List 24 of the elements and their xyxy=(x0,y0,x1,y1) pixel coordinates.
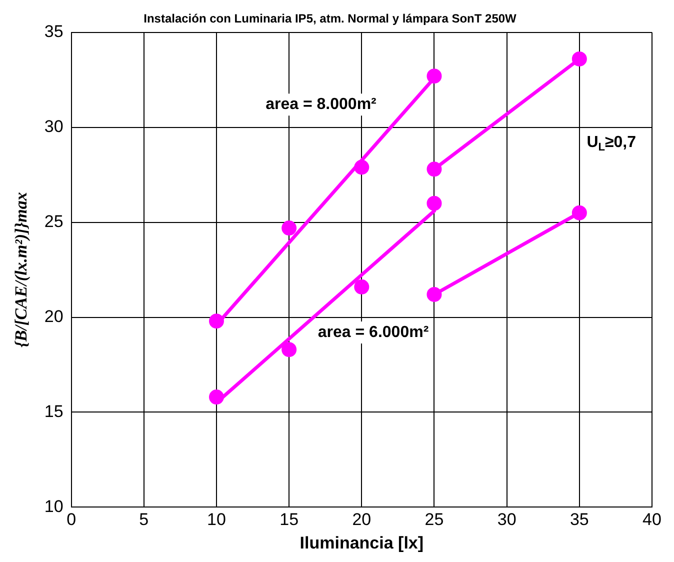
y-tick-label: 15 xyxy=(44,402,64,421)
chart-title: Instalación con Luminaria IP5, atm. Normal y lámpara SonT 250W xyxy=(144,12,518,26)
point xyxy=(426,196,442,211)
y-tick-label: 35 xyxy=(44,22,64,42)
y-tick-label: 25 xyxy=(44,212,64,232)
y-tick-label: 20 xyxy=(44,306,64,326)
x-tick-label: 5 xyxy=(139,510,149,530)
point xyxy=(282,220,297,236)
point xyxy=(354,279,370,294)
x-tick-label: 30 xyxy=(497,510,516,530)
y-axis-title: {B/[CAE/(lx.m²)]}max xyxy=(12,192,31,348)
x-tick-label: 10 xyxy=(207,510,226,530)
x-axis-title: Iluminancia [lx] xyxy=(300,533,424,552)
annotation: area = 6.000m² xyxy=(318,324,429,341)
annotation: area = 8.000m² xyxy=(266,96,376,113)
x-tick-label: 0 xyxy=(66,510,76,530)
x-tick-label: 15 xyxy=(280,510,299,530)
point xyxy=(282,342,297,358)
x-tick-label: 40 xyxy=(642,510,662,530)
y-tick-label: 10 xyxy=(44,496,64,516)
x-tick-label: 20 xyxy=(352,510,372,530)
y-tick-label: 30 xyxy=(44,117,64,136)
x-tick-label: 35 xyxy=(570,510,589,530)
x-tick-label: 25 xyxy=(424,510,444,530)
